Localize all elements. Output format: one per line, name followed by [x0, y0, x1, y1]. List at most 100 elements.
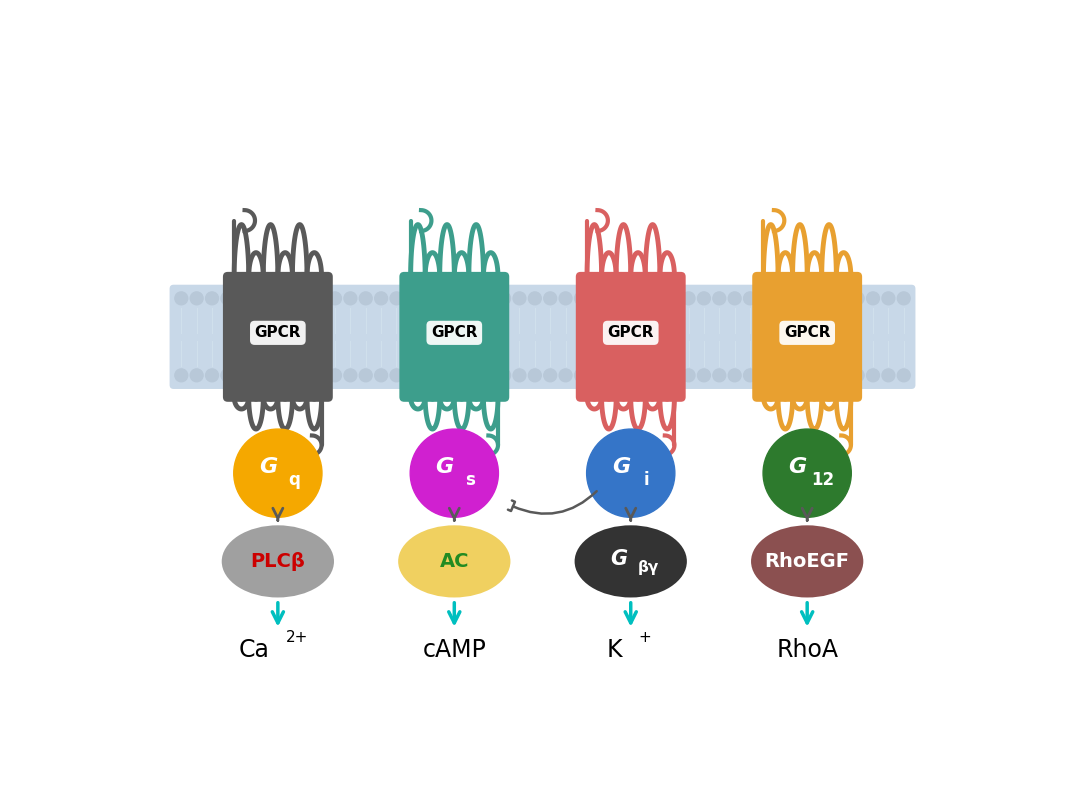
Circle shape [636, 292, 649, 305]
Circle shape [621, 292, 634, 305]
FancyBboxPatch shape [281, 272, 304, 402]
Circle shape [405, 292, 418, 305]
Circle shape [682, 292, 695, 305]
Circle shape [728, 369, 741, 382]
Ellipse shape [221, 525, 334, 597]
Text: GPCR: GPCR [431, 326, 478, 340]
Text: G: G [610, 549, 628, 569]
Circle shape [267, 369, 280, 382]
FancyBboxPatch shape [252, 272, 275, 402]
Circle shape [544, 292, 557, 305]
Text: s: s [465, 471, 476, 488]
Circle shape [205, 292, 218, 305]
Circle shape [175, 292, 188, 305]
Circle shape [821, 292, 834, 305]
FancyArrowPatch shape [508, 491, 597, 514]
Circle shape [774, 292, 787, 305]
Circle shape [421, 369, 434, 382]
FancyBboxPatch shape [649, 272, 671, 402]
Text: Ca: Ca [239, 638, 269, 662]
Circle shape [528, 292, 541, 305]
Circle shape [851, 292, 864, 305]
FancyBboxPatch shape [458, 272, 480, 402]
Circle shape [221, 369, 234, 382]
FancyBboxPatch shape [414, 272, 436, 402]
FancyBboxPatch shape [781, 272, 804, 402]
Circle shape [359, 292, 372, 305]
Circle shape [528, 369, 541, 382]
Circle shape [651, 292, 664, 305]
Circle shape [867, 369, 880, 382]
Circle shape [713, 369, 726, 382]
Circle shape [236, 369, 249, 382]
FancyBboxPatch shape [443, 272, 465, 402]
Circle shape [313, 292, 326, 305]
FancyBboxPatch shape [753, 272, 775, 402]
Circle shape [651, 369, 664, 382]
Circle shape [390, 292, 403, 305]
Circle shape [744, 369, 757, 382]
FancyBboxPatch shape [237, 272, 260, 402]
Circle shape [851, 369, 864, 382]
FancyBboxPatch shape [590, 272, 613, 402]
Circle shape [513, 369, 526, 382]
Circle shape [513, 292, 526, 305]
Circle shape [234, 429, 322, 517]
Text: 2+: 2+ [285, 630, 308, 645]
FancyBboxPatch shape [429, 272, 451, 402]
Circle shape [574, 369, 587, 382]
Circle shape [267, 292, 280, 305]
Text: βγ: βγ [638, 561, 659, 575]
Circle shape [467, 369, 480, 382]
Ellipse shape [575, 525, 687, 597]
FancyBboxPatch shape [620, 272, 642, 402]
Circle shape [298, 369, 311, 382]
Circle shape [574, 292, 587, 305]
Circle shape [605, 369, 618, 382]
FancyBboxPatch shape [400, 272, 422, 402]
Circle shape [298, 292, 311, 305]
Circle shape [805, 292, 818, 305]
Circle shape [713, 292, 726, 305]
Circle shape [390, 369, 403, 382]
Circle shape [587, 429, 675, 517]
Text: G: G [435, 457, 454, 476]
Circle shape [697, 292, 710, 305]
Circle shape [605, 292, 618, 305]
FancyBboxPatch shape [170, 285, 915, 389]
Circle shape [313, 369, 326, 382]
Circle shape [559, 369, 572, 382]
FancyBboxPatch shape [796, 272, 819, 402]
Circle shape [205, 369, 218, 382]
Circle shape [897, 369, 910, 382]
Circle shape [697, 369, 710, 382]
Circle shape [590, 369, 603, 382]
Ellipse shape [398, 525, 510, 597]
Circle shape [590, 292, 603, 305]
FancyBboxPatch shape [223, 272, 246, 402]
Circle shape [328, 292, 341, 305]
Circle shape [621, 369, 634, 382]
Circle shape [436, 369, 449, 382]
Circle shape [405, 369, 418, 382]
FancyBboxPatch shape [839, 272, 862, 402]
Circle shape [236, 292, 249, 305]
Text: G: G [259, 457, 277, 476]
FancyBboxPatch shape [663, 272, 685, 402]
Circle shape [482, 369, 495, 382]
Circle shape [636, 369, 649, 382]
Text: PLCβ: PLCβ [250, 552, 306, 571]
Circle shape [190, 369, 203, 382]
Text: i: i [644, 471, 650, 488]
Circle shape [667, 292, 680, 305]
Circle shape [328, 369, 341, 382]
Text: G: G [789, 457, 807, 476]
Circle shape [744, 292, 757, 305]
FancyBboxPatch shape [266, 272, 289, 402]
Circle shape [759, 369, 772, 382]
Circle shape [559, 292, 572, 305]
Circle shape [682, 369, 695, 382]
Circle shape [467, 292, 480, 305]
Circle shape [251, 292, 264, 305]
FancyBboxPatch shape [296, 272, 319, 402]
